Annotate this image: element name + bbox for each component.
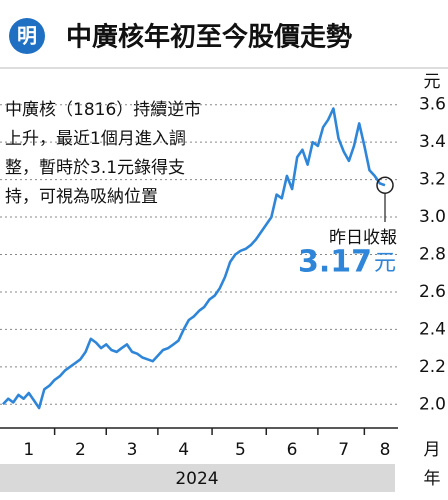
year: 2024 [175, 469, 218, 489]
chart-title: 中廣核年初至今股價走勢 [66, 22, 352, 53]
y-tick-label: 2.8 [419, 245, 446, 265]
annotation-line: 整，暫時於3.1元錄得支 [5, 158, 185, 178]
x-tick-label: 4 [178, 440, 189, 460]
last-value: 3.17 [298, 245, 372, 280]
y-unit: 元 [424, 72, 441, 92]
y-tick-label: 3.2 [419, 170, 446, 190]
annotation: 中廣核（1816）持續逆市上升，最近1個月進入調整，暫時於3.1元錄得支持，可視… [5, 100, 201, 207]
x-tick-label: 5 [235, 440, 246, 460]
last-value-unit: 元 [374, 251, 396, 276]
x-tick-label: 6 [287, 440, 298, 460]
x-tick-label: 3 [127, 440, 138, 460]
y-tick-label: 2.0 [419, 394, 446, 414]
y-tick-label: 2.4 [419, 319, 446, 339]
y-tick-label: 3.6 [419, 95, 446, 115]
x-tick-label: 1 [23, 440, 34, 460]
x-unit: 月 [424, 440, 441, 460]
y-tick-label: 2.2 [419, 357, 446, 377]
callout-label: 昨日收報 [329, 228, 397, 248]
last-point [376, 176, 394, 194]
annotation-line: 中廣核（1816）持續逆市 [5, 100, 201, 120]
y-tick-label: 2.6 [419, 282, 446, 302]
year-bar [0, 464, 395, 492]
x-tick-label: 8 [380, 440, 391, 460]
annotation-line: 上升，最近1個月進入調 [5, 129, 186, 149]
logo: 明 [17, 24, 37, 48]
year-unit: 年 [424, 469, 441, 489]
price-line [2, 107, 386, 410]
logo-badge [9, 18, 45, 54]
y-tick-label: 3.0 [419, 207, 446, 227]
annotation-line: 持，可視為吸納位置 [5, 187, 158, 207]
x-tick-label: 7 [338, 440, 349, 460]
x-tick-label: 2 [75, 440, 86, 460]
y-tick-label: 3.4 [419, 132, 446, 152]
